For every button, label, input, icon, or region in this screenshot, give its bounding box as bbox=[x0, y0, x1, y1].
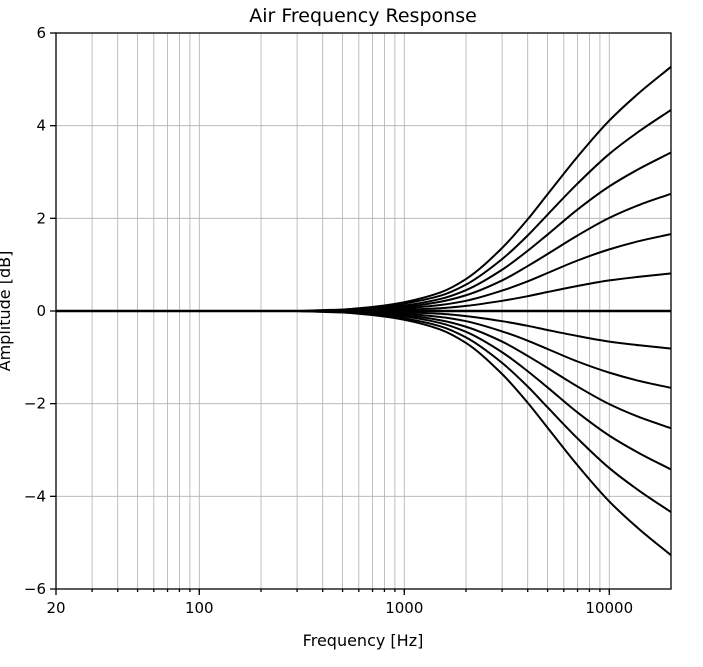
y-tick-label: 0 bbox=[36, 302, 46, 320]
x-axis-label: Frequency [Hz] bbox=[303, 631, 424, 650]
y-tick-label: 4 bbox=[36, 117, 46, 135]
series-line-12 bbox=[56, 309, 672, 513]
x-tick-label: 1000 bbox=[385, 599, 423, 617]
series-line-8 bbox=[56, 309, 672, 350]
series-line-2 bbox=[56, 233, 672, 313]
series-line-10 bbox=[56, 309, 672, 430]
ticks bbox=[50, 32, 610, 595]
series-line-9 bbox=[56, 309, 672, 389]
y-axis-label: Amplitude [dB] bbox=[0, 251, 14, 372]
y-tick-label: 2 bbox=[36, 209, 46, 227]
series-line-1 bbox=[56, 272, 672, 313]
x-tick-label: 100 bbox=[185, 599, 214, 617]
y-tick-label: −4 bbox=[24, 487, 46, 505]
series-line-11 bbox=[56, 309, 672, 471]
chart-title: Air Frequency Response bbox=[249, 5, 477, 27]
y-tick-label: −2 bbox=[24, 395, 46, 413]
series-group bbox=[56, 66, 672, 556]
series-line-3 bbox=[56, 192, 672, 313]
y-tick-label: −6 bbox=[24, 580, 46, 598]
y-tick-label: 6 bbox=[36, 24, 46, 42]
x-tick-label: 10000 bbox=[585, 599, 633, 617]
series-line-4 bbox=[56, 151, 672, 313]
series-line-5 bbox=[56, 109, 672, 313]
series-line-13 bbox=[56, 309, 672, 556]
x-tick-label: 20 bbox=[46, 599, 65, 617]
series-line-6 bbox=[56, 66, 672, 313]
